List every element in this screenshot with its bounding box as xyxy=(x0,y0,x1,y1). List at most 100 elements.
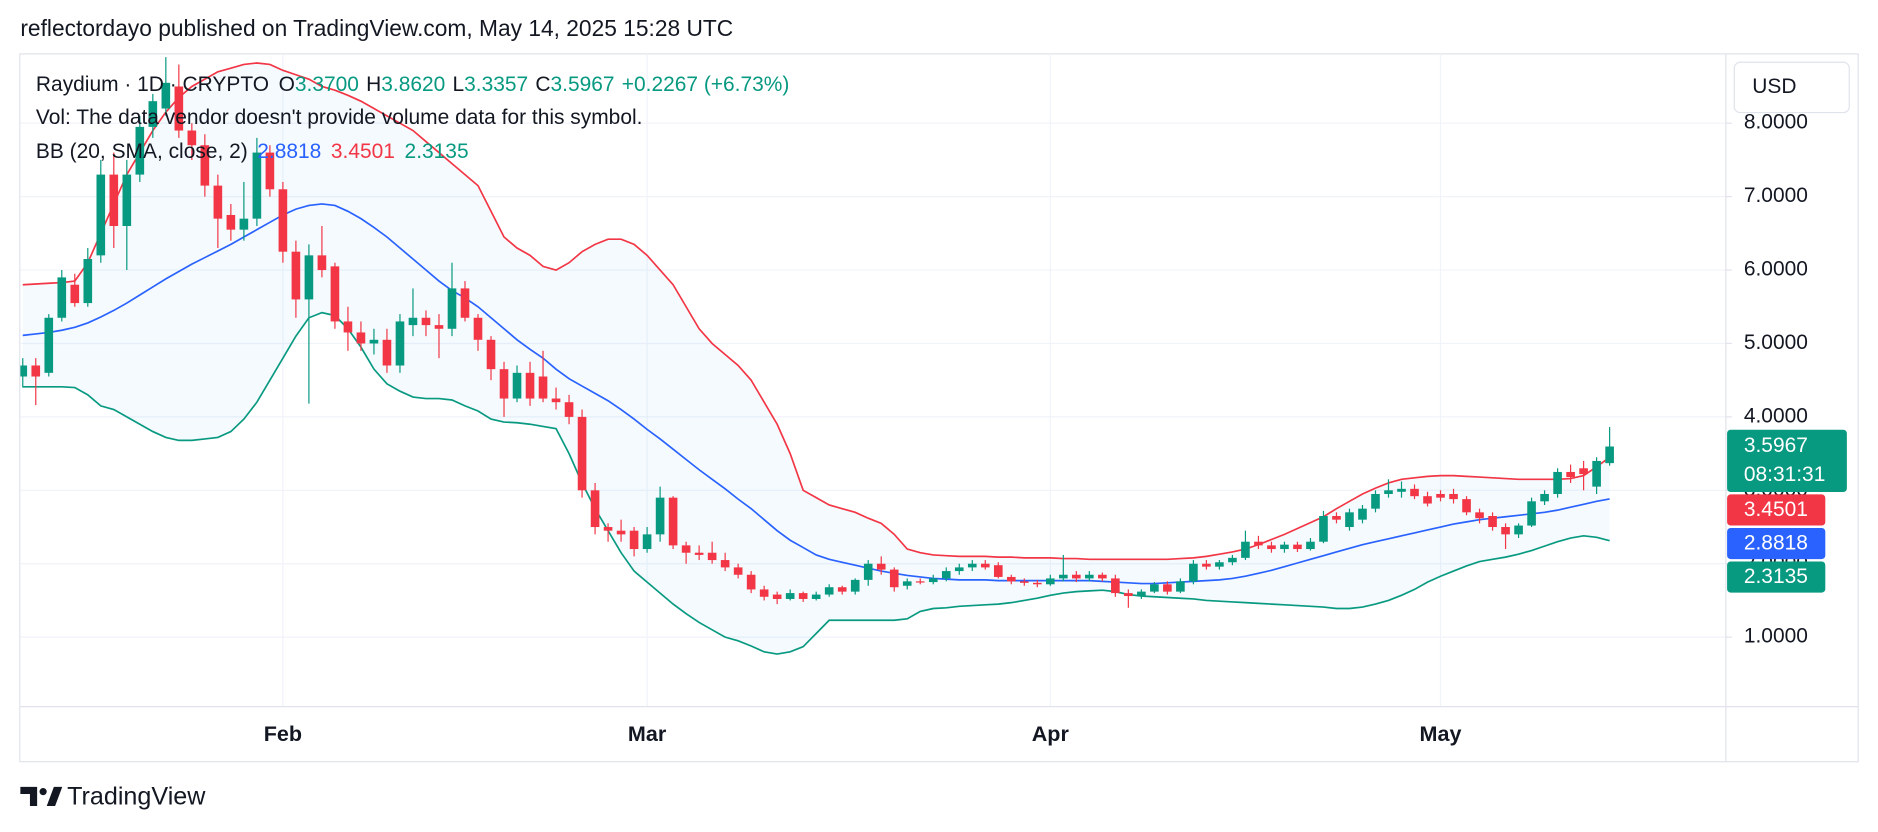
candle-body xyxy=(122,174,132,226)
plot-area xyxy=(20,57,1614,655)
y-tick-label: 5.0000 xyxy=(1744,331,1808,354)
last-price: 3.5967 xyxy=(1744,434,1808,457)
x-tick-label: Apr xyxy=(1032,721,1070,746)
candle-body xyxy=(226,214,236,230)
candle-body xyxy=(1436,493,1445,498)
candle-body xyxy=(590,490,600,528)
currency-button[interactable] xyxy=(1733,61,1850,114)
candle-body xyxy=(187,130,197,146)
bb-badge-value: 2.8818 xyxy=(1744,532,1808,555)
candle-body xyxy=(109,174,119,226)
publish-info: reflectordayo published on TradingView.c… xyxy=(20,15,733,41)
y-tick-label: 8.0000 xyxy=(1744,111,1808,134)
candle-body xyxy=(720,560,730,568)
candle-body xyxy=(1397,488,1406,492)
candle-body xyxy=(1150,584,1159,592)
candle-body xyxy=(1006,576,1016,582)
candle-body xyxy=(395,321,405,366)
candle-body xyxy=(850,579,860,592)
candle-body xyxy=(954,567,964,572)
candle-body xyxy=(785,593,795,599)
candle-body xyxy=(343,321,353,333)
band-fill xyxy=(22,62,1610,655)
price-badges: 3.5967 08:31:31 3.4501 2.8818 2.3135 xyxy=(1727,429,1847,593)
bb-badge xyxy=(1727,494,1826,526)
bb-badge-value: 3.4501 xyxy=(1744,498,1808,521)
candle-body xyxy=(1241,541,1250,558)
candle-body xyxy=(1488,516,1497,528)
ohlc-value: 3.3700 xyxy=(295,73,359,96)
candle-body xyxy=(252,152,262,219)
y-tick-label: 4.0000 xyxy=(1744,404,1808,427)
candle-body xyxy=(369,339,379,344)
candle-body xyxy=(135,126,145,175)
bb-badge-value: 2.3135 xyxy=(1744,565,1808,588)
candle-body xyxy=(915,581,925,583)
candle-body xyxy=(1059,574,1068,579)
candle-body xyxy=(239,218,249,230)
candle-body xyxy=(603,527,613,531)
candle-body xyxy=(1514,525,1523,535)
candle-body xyxy=(96,174,106,256)
candle-body xyxy=(1267,545,1276,550)
candle-body xyxy=(291,251,301,300)
candle-body xyxy=(1293,544,1302,550)
bb-middle-value: 2.8818 xyxy=(257,140,321,163)
axes: 1.00002.00003.00004.00005.00006.00007.00… xyxy=(264,111,1808,746)
ohlc-value: 3.3357 xyxy=(464,73,528,96)
candle-body xyxy=(1046,578,1055,585)
candle-body xyxy=(863,563,873,580)
candle-body xyxy=(447,288,457,329)
bb-upper-value: 3.4501 xyxy=(331,140,395,163)
ohlc-values: O3.3700 H3.8620 L3.3357 C3.5967 xyxy=(279,73,615,96)
x-tick-label: Mar xyxy=(628,721,667,746)
candle-body xyxy=(993,565,1003,577)
candle-body xyxy=(1202,563,1211,567)
candle-body xyxy=(824,587,834,595)
brand-name: TradingView xyxy=(67,782,206,810)
candle-body xyxy=(1449,493,1458,500)
candle-body xyxy=(759,589,769,597)
candle-body xyxy=(408,317,418,326)
candle-body xyxy=(564,402,574,417)
candle-body xyxy=(642,534,652,550)
candle-body xyxy=(772,594,782,599)
candle-body xyxy=(1306,541,1315,550)
currency[interactable]: USD xyxy=(1752,75,1796,98)
ohlc-legend: Raydium · 1D · CRYPTO O3.3700 H3.8620 L3.33… xyxy=(36,73,789,96)
candle-body xyxy=(668,497,678,546)
candle-body xyxy=(1475,512,1484,519)
candle-body xyxy=(1228,557,1237,563)
candle-body xyxy=(473,317,483,340)
candle-body xyxy=(31,365,41,377)
bb-line xyxy=(22,311,1610,655)
candle-body xyxy=(304,255,314,300)
candle-body xyxy=(1176,581,1185,592)
candle-body xyxy=(1410,488,1419,497)
candle-body xyxy=(200,145,210,186)
candle-body xyxy=(460,288,470,318)
countdown: 08:31:31 xyxy=(1744,463,1826,486)
bb-badge xyxy=(1727,561,1826,593)
candle-body xyxy=(434,325,444,329)
candle-body xyxy=(525,372,535,399)
ohlc-value: 3.8620 xyxy=(381,73,445,96)
candle-body xyxy=(1032,582,1042,585)
candle-body xyxy=(707,552,717,561)
candle-body xyxy=(330,266,340,322)
candle-body xyxy=(1019,581,1029,583)
candle-body xyxy=(1605,446,1614,464)
candle-body xyxy=(1553,471,1562,494)
last-price-badge xyxy=(1727,429,1847,493)
candle-body xyxy=(1163,584,1172,592)
logo-mark xyxy=(46,786,63,807)
candle-body xyxy=(629,530,639,550)
candle-body xyxy=(44,317,54,373)
candle-body xyxy=(1371,493,1380,509)
candle-body xyxy=(499,369,509,399)
bb-line xyxy=(22,203,1610,585)
bb-legend: BB (20, SMA, close, 2) 2.8818 3.4501 2.3135 xyxy=(36,140,469,163)
candle-body xyxy=(980,563,990,568)
